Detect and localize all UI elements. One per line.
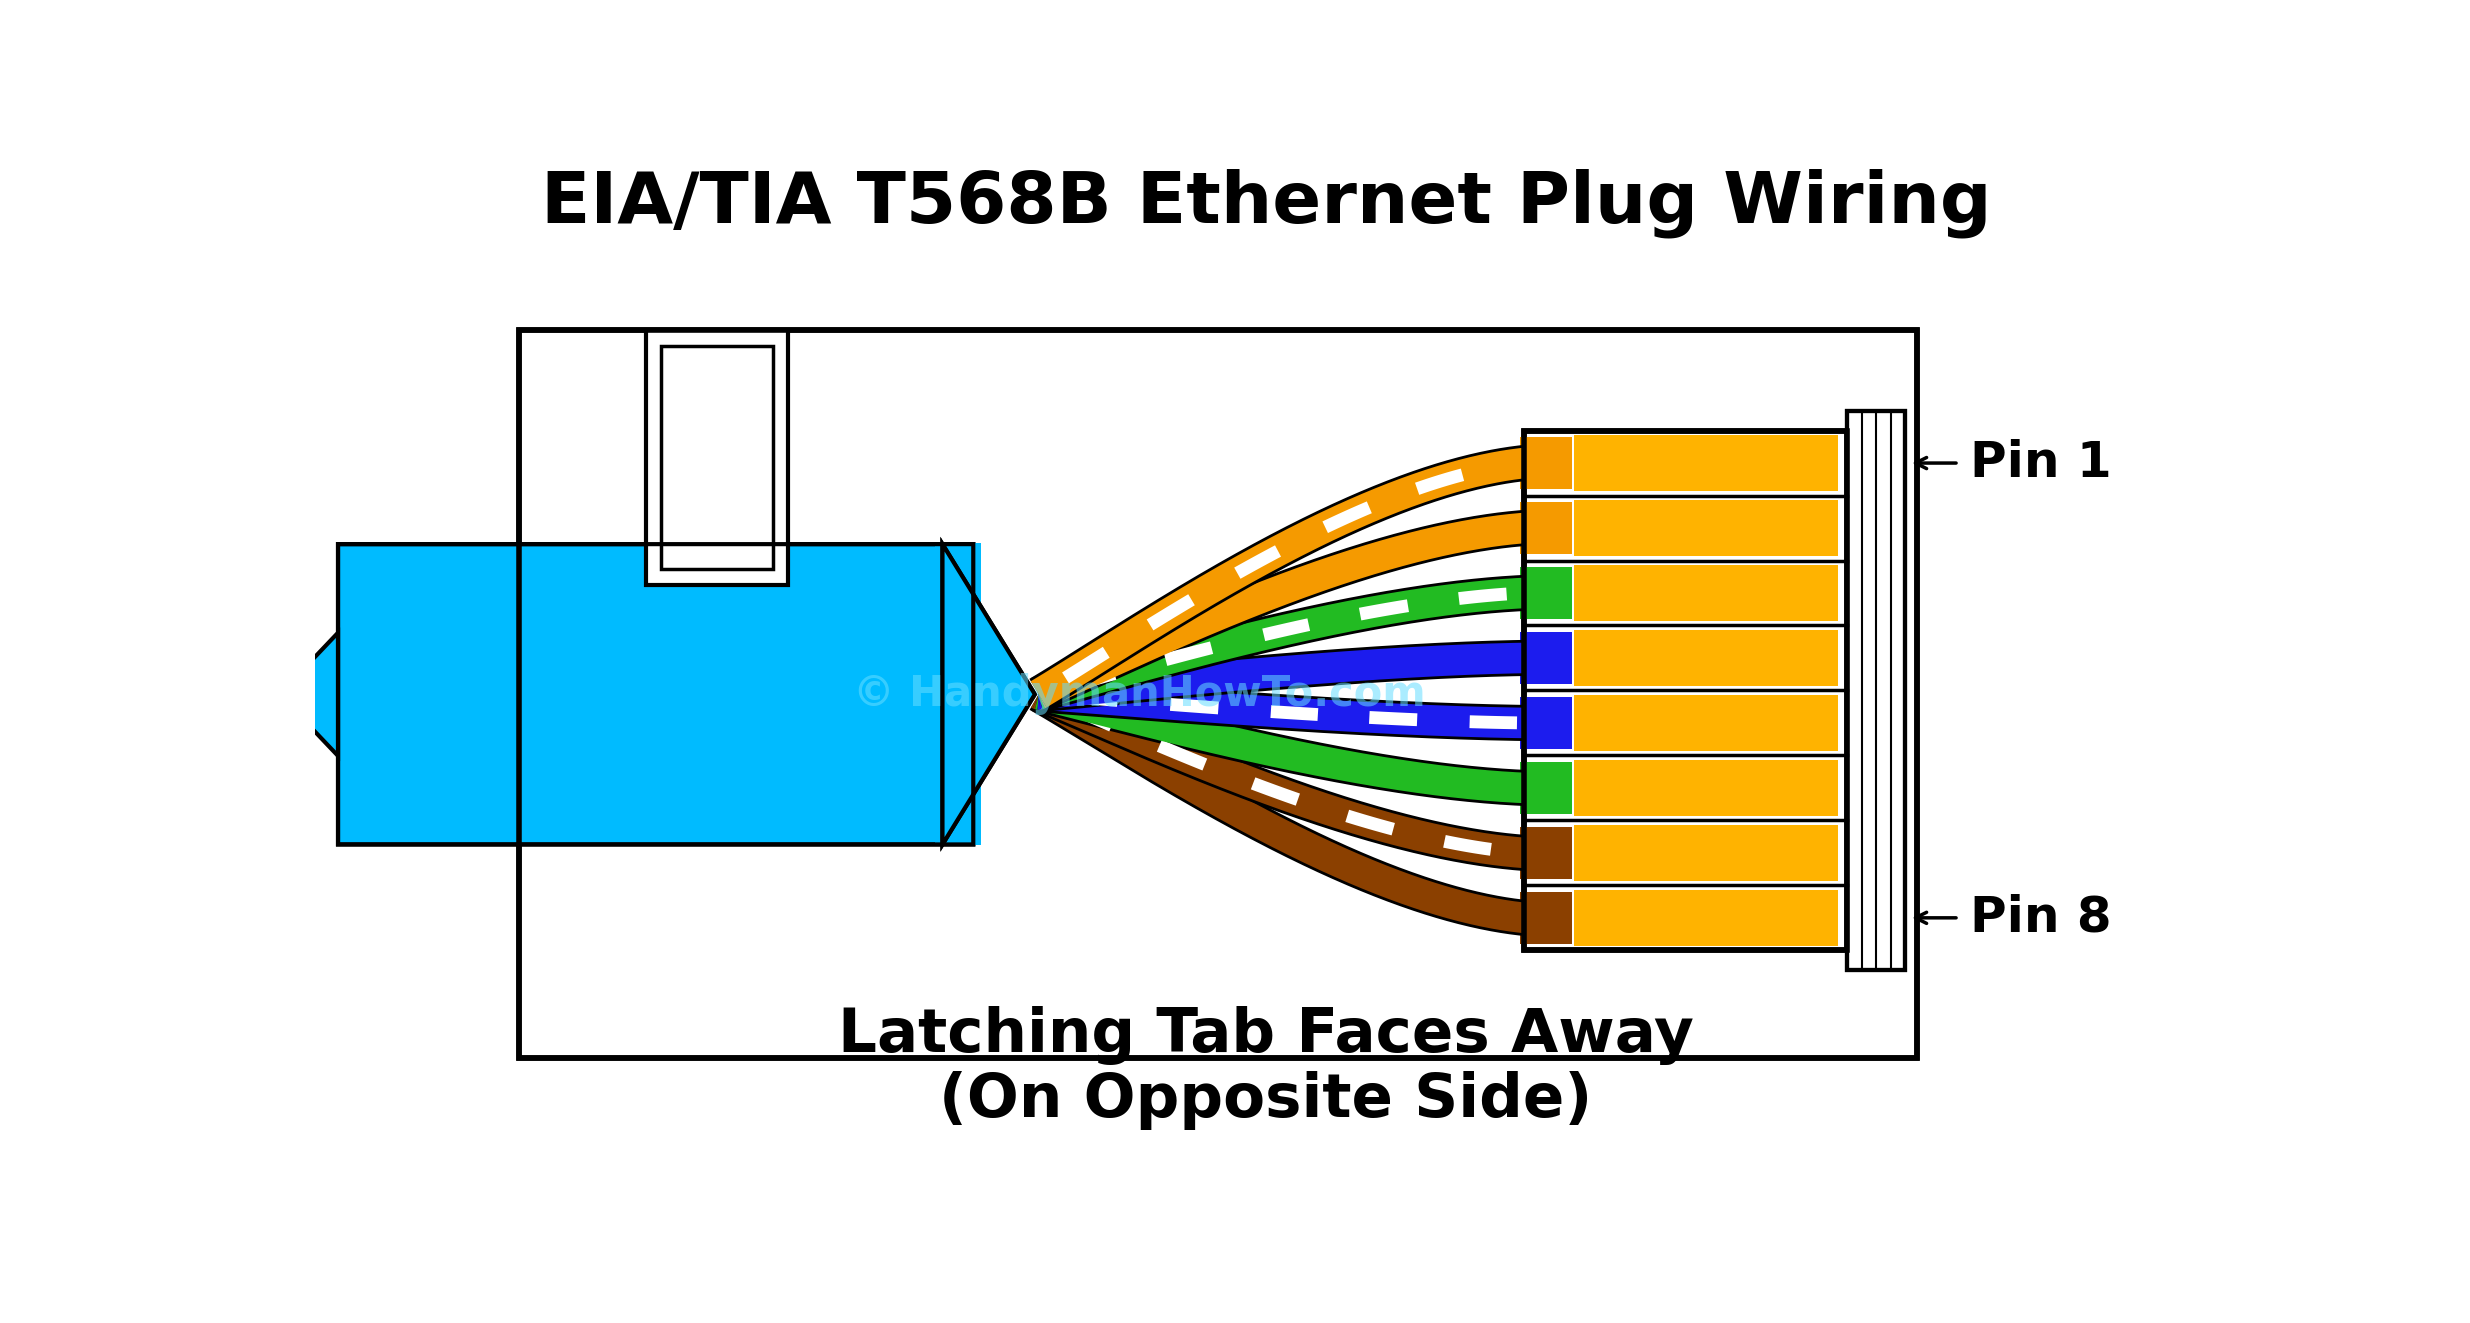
Bar: [1848, 411, 1904, 970]
Polygon shape: [309, 632, 338, 755]
Bar: [519, 331, 1917, 1058]
Text: EIA/TIA T568B Ethernet Plug Wiring: EIA/TIA T568B Ethernet Plug Wiring: [541, 168, 1991, 238]
Text: Pin 1: Pin 1: [1971, 439, 2112, 487]
Bar: [1848, 411, 1904, 970]
Bar: [934, 544, 981, 845]
Bar: [1519, 762, 1573, 814]
Bar: [1524, 430, 1848, 950]
Bar: [1573, 435, 1838, 491]
Polygon shape: [944, 544, 1035, 844]
Bar: [1519, 566, 1573, 619]
Bar: [1519, 827, 1573, 880]
Bar: [1573, 630, 1838, 685]
FancyBboxPatch shape: [338, 544, 973, 844]
Bar: [1573, 565, 1838, 620]
Bar: [1573, 500, 1838, 556]
Bar: [1573, 890, 1838, 946]
Bar: [662, 345, 773, 569]
Bar: [1573, 695, 1838, 750]
Text: Pin 8: Pin 8: [1971, 894, 2112, 942]
Polygon shape: [944, 544, 1035, 844]
Bar: [1573, 759, 1838, 816]
Bar: [1573, 826, 1838, 881]
Bar: [647, 331, 788, 585]
Bar: [519, 331, 1917, 1058]
Bar: [1519, 697, 1573, 749]
Bar: [1519, 437, 1573, 490]
Bar: [1524, 430, 1848, 950]
Bar: [1519, 631, 1573, 684]
Bar: [1519, 892, 1573, 945]
Bar: [1519, 501, 1573, 554]
Text: © HandymanHowTo.com: © HandymanHowTo.com: [852, 673, 1425, 716]
Text: Latching Tab Faces Away: Latching Tab Faces Away: [837, 1005, 1694, 1065]
Text: (On Opposite Side): (On Opposite Side): [939, 1072, 1593, 1130]
